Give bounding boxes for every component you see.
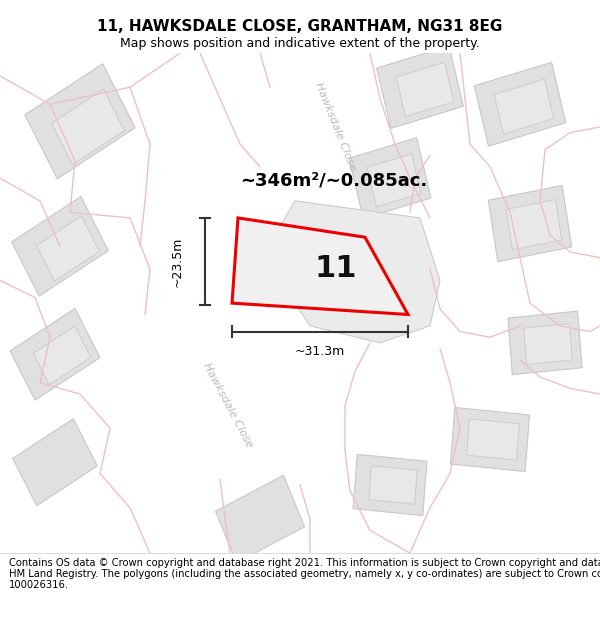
Polygon shape xyxy=(467,419,519,460)
Polygon shape xyxy=(13,419,97,506)
Polygon shape xyxy=(232,218,408,314)
Polygon shape xyxy=(396,62,454,117)
Text: 11, HAWKSDALE CLOSE, GRANTHAM, NG31 8EG: 11, HAWKSDALE CLOSE, GRANTHAM, NG31 8EG xyxy=(97,19,503,34)
Polygon shape xyxy=(377,46,463,128)
Text: ~346m²/~0.085ac.: ~346m²/~0.085ac. xyxy=(240,171,427,189)
Polygon shape xyxy=(494,79,554,134)
Polygon shape xyxy=(451,408,530,471)
Text: ~23.5m: ~23.5m xyxy=(170,236,184,287)
Polygon shape xyxy=(508,311,582,374)
Polygon shape xyxy=(506,199,562,250)
Polygon shape xyxy=(474,62,566,146)
Polygon shape xyxy=(10,308,100,400)
Text: Hawksdale Close: Hawksdale Close xyxy=(202,361,254,449)
Polygon shape xyxy=(265,53,380,269)
Text: Hawksdale Close: Hawksdale Close xyxy=(313,81,358,172)
Polygon shape xyxy=(349,138,431,219)
Polygon shape xyxy=(11,196,109,296)
Text: 11: 11 xyxy=(314,254,357,282)
Polygon shape xyxy=(488,186,572,262)
Polygon shape xyxy=(37,216,100,281)
Polygon shape xyxy=(33,326,91,385)
Polygon shape xyxy=(524,324,572,364)
Text: HM Land Registry. The polygons (including the associated geometry, namely x, y c: HM Land Registry. The polygons (includin… xyxy=(9,569,600,579)
Polygon shape xyxy=(25,64,135,179)
Text: ~31.3m: ~31.3m xyxy=(295,346,345,359)
Polygon shape xyxy=(275,201,440,343)
Polygon shape xyxy=(52,89,124,165)
Text: 100026316.: 100026316. xyxy=(9,580,69,590)
Polygon shape xyxy=(100,320,320,553)
Polygon shape xyxy=(353,454,427,516)
Text: Contains OS data © Crown copyright and database right 2021. This information is : Contains OS data © Crown copyright and d… xyxy=(9,558,600,568)
Text: Map shows position and indicative extent of the property.: Map shows position and indicative extent… xyxy=(120,38,480,50)
Polygon shape xyxy=(367,154,421,207)
Polygon shape xyxy=(369,466,417,504)
Polygon shape xyxy=(420,121,540,292)
Polygon shape xyxy=(215,475,305,562)
